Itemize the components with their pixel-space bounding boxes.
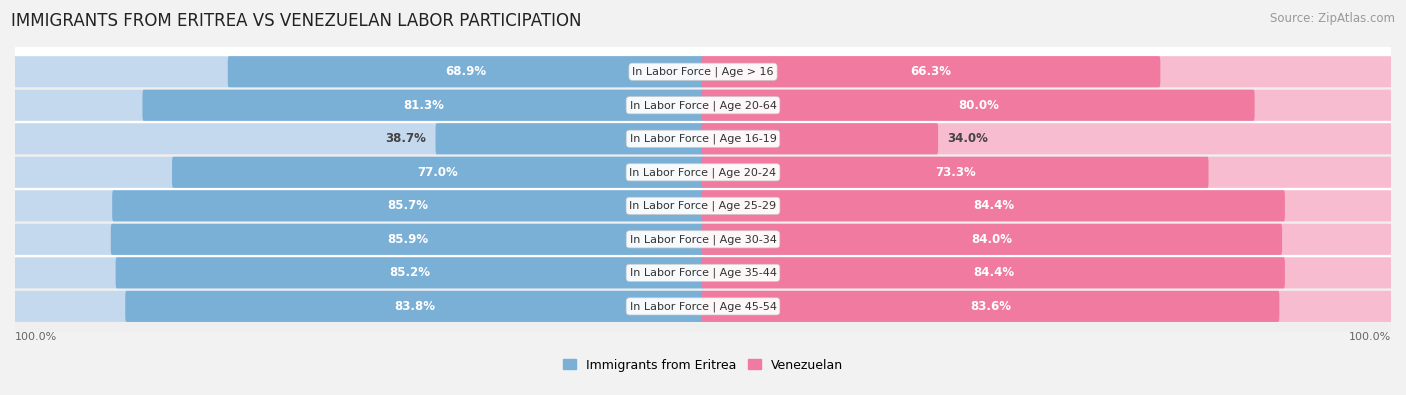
FancyBboxPatch shape [702,157,1209,188]
FancyBboxPatch shape [115,257,704,288]
Text: In Labor Force | Age 20-24: In Labor Force | Age 20-24 [630,167,776,177]
FancyBboxPatch shape [14,190,704,221]
FancyBboxPatch shape [436,123,704,154]
Text: 83.6%: 83.6% [970,300,1011,313]
FancyBboxPatch shape [702,56,1160,87]
Text: 80.0%: 80.0% [957,99,998,112]
FancyBboxPatch shape [172,157,704,188]
FancyBboxPatch shape [125,291,704,322]
Text: In Labor Force | Age 25-29: In Labor Force | Age 25-29 [630,201,776,211]
Text: 84.4%: 84.4% [973,199,1014,212]
Text: 100.0%: 100.0% [15,331,58,342]
FancyBboxPatch shape [11,108,1395,169]
FancyBboxPatch shape [228,56,704,87]
FancyBboxPatch shape [702,224,1282,255]
FancyBboxPatch shape [111,224,704,255]
Text: 34.0%: 34.0% [948,132,988,145]
Text: 38.7%: 38.7% [385,132,426,145]
Text: 85.7%: 85.7% [388,199,429,212]
Text: 83.8%: 83.8% [394,300,436,313]
FancyBboxPatch shape [14,224,704,255]
FancyBboxPatch shape [702,157,1392,188]
FancyBboxPatch shape [702,123,938,154]
FancyBboxPatch shape [11,209,1395,270]
FancyBboxPatch shape [702,257,1392,288]
FancyBboxPatch shape [11,41,1395,102]
FancyBboxPatch shape [14,291,704,322]
FancyBboxPatch shape [702,190,1285,221]
FancyBboxPatch shape [11,243,1395,303]
FancyBboxPatch shape [11,142,1395,203]
Text: 81.3%: 81.3% [404,99,444,112]
Text: Source: ZipAtlas.com: Source: ZipAtlas.com [1270,12,1395,25]
Text: 84.0%: 84.0% [972,233,1012,246]
FancyBboxPatch shape [702,291,1279,322]
Text: In Labor Force | Age 45-54: In Labor Force | Age 45-54 [630,301,776,312]
Text: In Labor Force | Age 30-34: In Labor Force | Age 30-34 [630,234,776,245]
FancyBboxPatch shape [702,90,1392,121]
Text: 84.4%: 84.4% [973,266,1014,279]
FancyBboxPatch shape [702,257,1285,288]
Text: In Labor Force | Age 35-44: In Labor Force | Age 35-44 [630,267,776,278]
FancyBboxPatch shape [702,291,1392,322]
Text: 66.3%: 66.3% [911,65,952,78]
FancyBboxPatch shape [14,56,704,87]
FancyBboxPatch shape [702,123,1392,154]
FancyBboxPatch shape [702,224,1392,255]
Text: 85.9%: 85.9% [387,233,427,246]
Legend: Immigrants from Eritrea, Venezuelan: Immigrants from Eritrea, Venezuelan [558,354,848,376]
Text: 100.0%: 100.0% [1348,331,1391,342]
FancyBboxPatch shape [112,190,704,221]
FancyBboxPatch shape [11,75,1395,136]
FancyBboxPatch shape [14,157,704,188]
Text: In Labor Force | Age 20-64: In Labor Force | Age 20-64 [630,100,776,111]
FancyBboxPatch shape [702,56,1392,87]
FancyBboxPatch shape [14,90,704,121]
FancyBboxPatch shape [14,257,704,288]
Text: 77.0%: 77.0% [418,166,458,179]
Text: 85.2%: 85.2% [389,266,430,279]
Text: In Labor Force | Age 16-19: In Labor Force | Age 16-19 [630,134,776,144]
Text: In Labor Force | Age > 16: In Labor Force | Age > 16 [633,66,773,77]
FancyBboxPatch shape [142,90,704,121]
FancyBboxPatch shape [11,276,1395,337]
FancyBboxPatch shape [11,175,1395,236]
Text: 73.3%: 73.3% [935,166,976,179]
FancyBboxPatch shape [14,123,704,154]
Text: IMMIGRANTS FROM ERITREA VS VENEZUELAN LABOR PARTICIPATION: IMMIGRANTS FROM ERITREA VS VENEZUELAN LA… [11,12,582,30]
Text: 68.9%: 68.9% [446,65,486,78]
FancyBboxPatch shape [702,190,1392,221]
FancyBboxPatch shape [702,90,1254,121]
